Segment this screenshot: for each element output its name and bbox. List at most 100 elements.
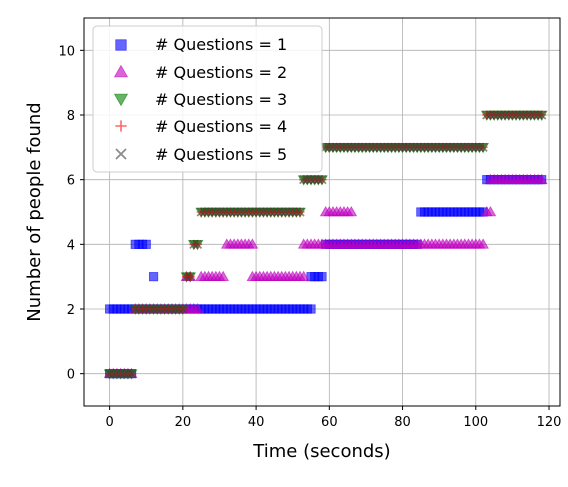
data-point-q5 <box>313 175 323 185</box>
data-point-q5-shape <box>317 175 327 185</box>
y-tick-label: 10 <box>58 44 75 59</box>
data-point-q5 <box>167 304 177 314</box>
data-point-q5-shape <box>463 142 474 152</box>
data-point-q5-shape <box>258 207 269 217</box>
data-point-q5 <box>474 142 485 152</box>
data-point-q2 <box>297 270 310 281</box>
data-point-q1 <box>141 239 151 249</box>
data-point-q5 <box>504 110 514 120</box>
data-point-q5 <box>211 207 221 217</box>
data-point-q5 <box>189 239 199 249</box>
data-point-q5-shape <box>430 142 441 152</box>
data-point-q5 <box>291 207 302 217</box>
data-point-q5 <box>251 207 261 217</box>
legend-label-q3: # Questions = 3 <box>155 90 287 109</box>
data-point-q5 <box>529 110 540 120</box>
data-point-q5-shape <box>203 207 214 217</box>
data-point-q5 <box>427 142 437 152</box>
data-point-q5-shape <box>386 142 397 152</box>
data-point-q5-shape <box>130 304 140 314</box>
data-point-q5-shape <box>383 142 393 152</box>
data-point-q5-shape <box>280 207 291 217</box>
data-markers <box>103 110 548 380</box>
data-point-q5 <box>200 207 210 217</box>
data-point-q5 <box>460 142 470 152</box>
data-point-q5-shape <box>159 304 170 314</box>
legend-marker-q2-shape <box>113 64 129 78</box>
data-point-q5 <box>277 207 287 217</box>
data-point-q5-shape <box>449 142 459 152</box>
data-point-q5-shape <box>222 207 232 217</box>
legend-marker-q2 <box>113 64 129 78</box>
data-point-q5 <box>375 142 386 152</box>
data-point-q5-shape <box>500 110 510 120</box>
y-tick-label: 4 <box>67 238 75 253</box>
data-point-q5-shape <box>332 142 342 152</box>
data-point-q5 <box>412 142 422 152</box>
data-point-q5-shape <box>214 207 225 217</box>
data-point-q5 <box>419 142 430 152</box>
data-point-q5-shape <box>419 142 430 152</box>
data-point-q5 <box>203 207 214 217</box>
legend-label-q1: # Questions = 1 <box>155 35 287 54</box>
data-point-q5-shape <box>493 110 503 120</box>
data-point-q5 <box>163 304 173 314</box>
data-point-q5-shape <box>416 142 426 152</box>
data-point-q5 <box>463 142 474 152</box>
data-point-q5-shape <box>518 110 529 120</box>
x-tick-label: 120 <box>537 415 562 430</box>
data-point-q5 <box>126 369 137 379</box>
data-point-q5-shape <box>496 110 507 120</box>
data-point-q5 <box>526 110 536 120</box>
data-point-q2 <box>191 302 204 314</box>
data-point-q5-shape <box>167 304 177 314</box>
data-point-q5-shape <box>511 110 521 120</box>
data-point-q5 <box>357 142 367 152</box>
data-point-q2 <box>477 238 489 249</box>
series-q5 <box>104 110 547 379</box>
data-point-q5-shape <box>526 110 536 120</box>
data-point-q5 <box>537 110 547 120</box>
data-point-q5-shape <box>306 175 316 185</box>
data-point-q5-shape <box>134 304 144 314</box>
data-point-q1-shape <box>306 304 316 314</box>
data-point-q5 <box>310 175 320 185</box>
y-axis-label: Number of people found <box>24 102 45 321</box>
data-point-q5 <box>511 110 521 120</box>
y-tick-label: 6 <box>67 174 75 189</box>
data-point-q5 <box>269 207 280 217</box>
data-point-q5-shape <box>192 239 203 249</box>
data-point-q5-shape <box>482 110 492 120</box>
data-point-q5-shape <box>196 207 206 217</box>
data-point-q5 <box>181 272 192 282</box>
data-point-q5 <box>434 142 444 152</box>
data-point-q5 <box>185 272 195 282</box>
data-point-q5-shape <box>423 142 433 152</box>
data-point-q5-shape <box>137 304 148 314</box>
data-point-q5-shape <box>104 369 115 379</box>
data-point-q5-shape <box>310 175 320 185</box>
data-point-q5 <box>178 304 188 314</box>
x-tick-label: 60 <box>321 415 338 430</box>
data-point-q5 <box>350 142 360 152</box>
x-tick-label: 20 <box>175 415 192 430</box>
data-point-q5 <box>280 207 291 217</box>
data-point-q5-shape <box>489 110 499 120</box>
data-point-q5-shape <box>211 207 221 217</box>
data-point-q5 <box>321 142 331 152</box>
data-point-q5-shape <box>291 207 302 217</box>
data-point-q5 <box>134 304 144 314</box>
data-point-q5-shape <box>460 142 470 152</box>
data-point-q5 <box>368 142 378 152</box>
data-point-q5-shape <box>141 304 151 314</box>
data-point-q5 <box>240 207 250 217</box>
data-point-q5-shape <box>438 142 448 152</box>
data-point-q5-shape <box>357 142 367 152</box>
data-point-q5-shape <box>427 142 437 152</box>
data-point-q5 <box>379 142 389 152</box>
data-point-q5 <box>306 175 316 185</box>
data-point-q5-shape <box>225 207 236 217</box>
axis-ticks: 0 20 40 60 80 100 120 0 2 4 6 8 10 <box>58 44 561 430</box>
data-point-q5 <box>332 142 342 152</box>
